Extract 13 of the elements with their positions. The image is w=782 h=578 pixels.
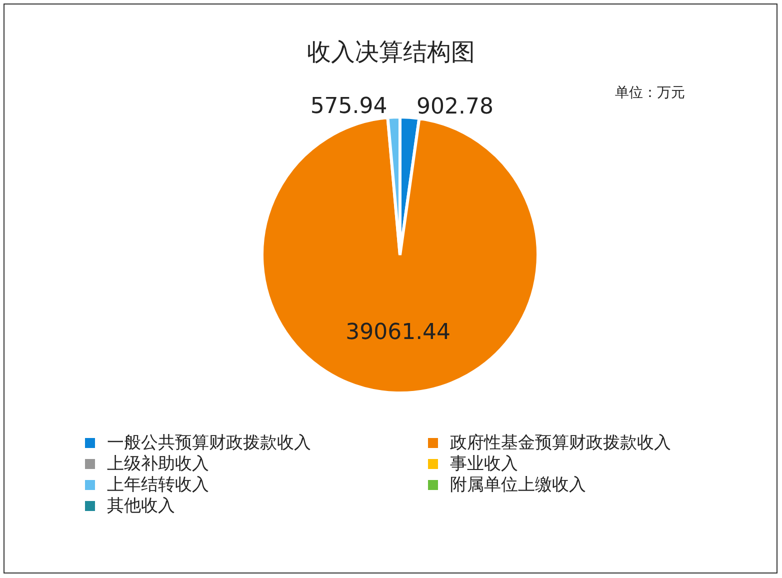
legend-label: 其他收入 — [107, 496, 175, 516]
chart-title: 收入决算结构图 — [307, 38, 475, 66]
legend-label: 上级补助收入 — [107, 454, 209, 474]
legend-label: 一般公共预算财政拨款收入 — [107, 433, 311, 453]
legend-label: 事业收入 — [450, 454, 518, 474]
data-label: 575.94 — [310, 94, 388, 120]
legend-label: 附属单位上缴收入 — [450, 475, 586, 495]
text: 单位：万元 — [615, 85, 685, 101]
data-label: 39061.44 — [346, 320, 451, 345]
pie-slice — [260, 116, 540, 394]
data-label: 902.78 — [416, 94, 494, 120]
legend-label: 上年结转收入 — [107, 475, 209, 495]
legend-label: 政府性基金预算财政拨款收入 — [450, 433, 671, 453]
